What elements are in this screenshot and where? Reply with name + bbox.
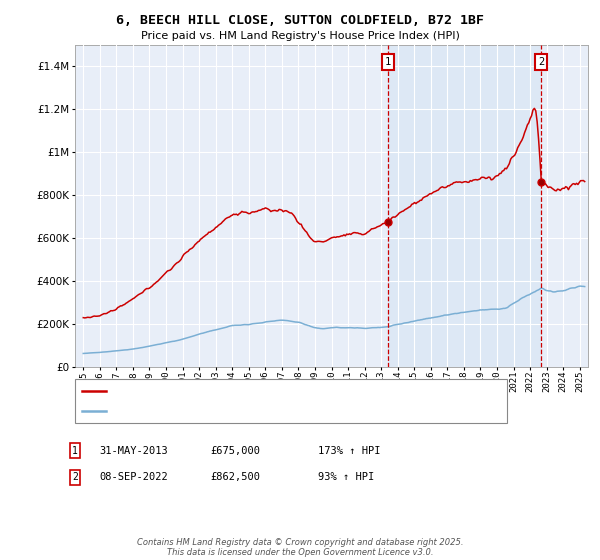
Text: 6, BEECH HILL CLOSE, SUTTON COLDFIELD, B72 1BF (detached house): 6, BEECH HILL CLOSE, SUTTON COLDFIELD, B…	[110, 386, 455, 396]
Text: 31-MAY-2013: 31-MAY-2013	[99, 446, 168, 456]
Text: £675,000: £675,000	[210, 446, 260, 456]
Text: HPI: Average price, detached house, Birmingham: HPI: Average price, detached house, Birm…	[110, 405, 350, 416]
Text: 2: 2	[72, 472, 78, 482]
Text: 93% ↑ HPI: 93% ↑ HPI	[318, 472, 374, 482]
Text: 1: 1	[72, 446, 78, 456]
Text: 2: 2	[538, 57, 544, 67]
Text: Contains HM Land Registry data © Crown copyright and database right 2025.
This d: Contains HM Land Registry data © Crown c…	[137, 538, 463, 557]
Text: 173% ↑ HPI: 173% ↑ HPI	[318, 446, 380, 456]
Text: Price paid vs. HM Land Registry's House Price Index (HPI): Price paid vs. HM Land Registry's House …	[140, 31, 460, 41]
Text: 08-SEP-2022: 08-SEP-2022	[99, 472, 168, 482]
Text: 1: 1	[385, 57, 391, 67]
Bar	[388, 45, 541, 367]
Text: £862,500: £862,500	[210, 472, 260, 482]
Text: 6, BEECH HILL CLOSE, SUTTON COLDFIELD, B72 1BF: 6, BEECH HILL CLOSE, SUTTON COLDFIELD, B…	[116, 14, 484, 27]
